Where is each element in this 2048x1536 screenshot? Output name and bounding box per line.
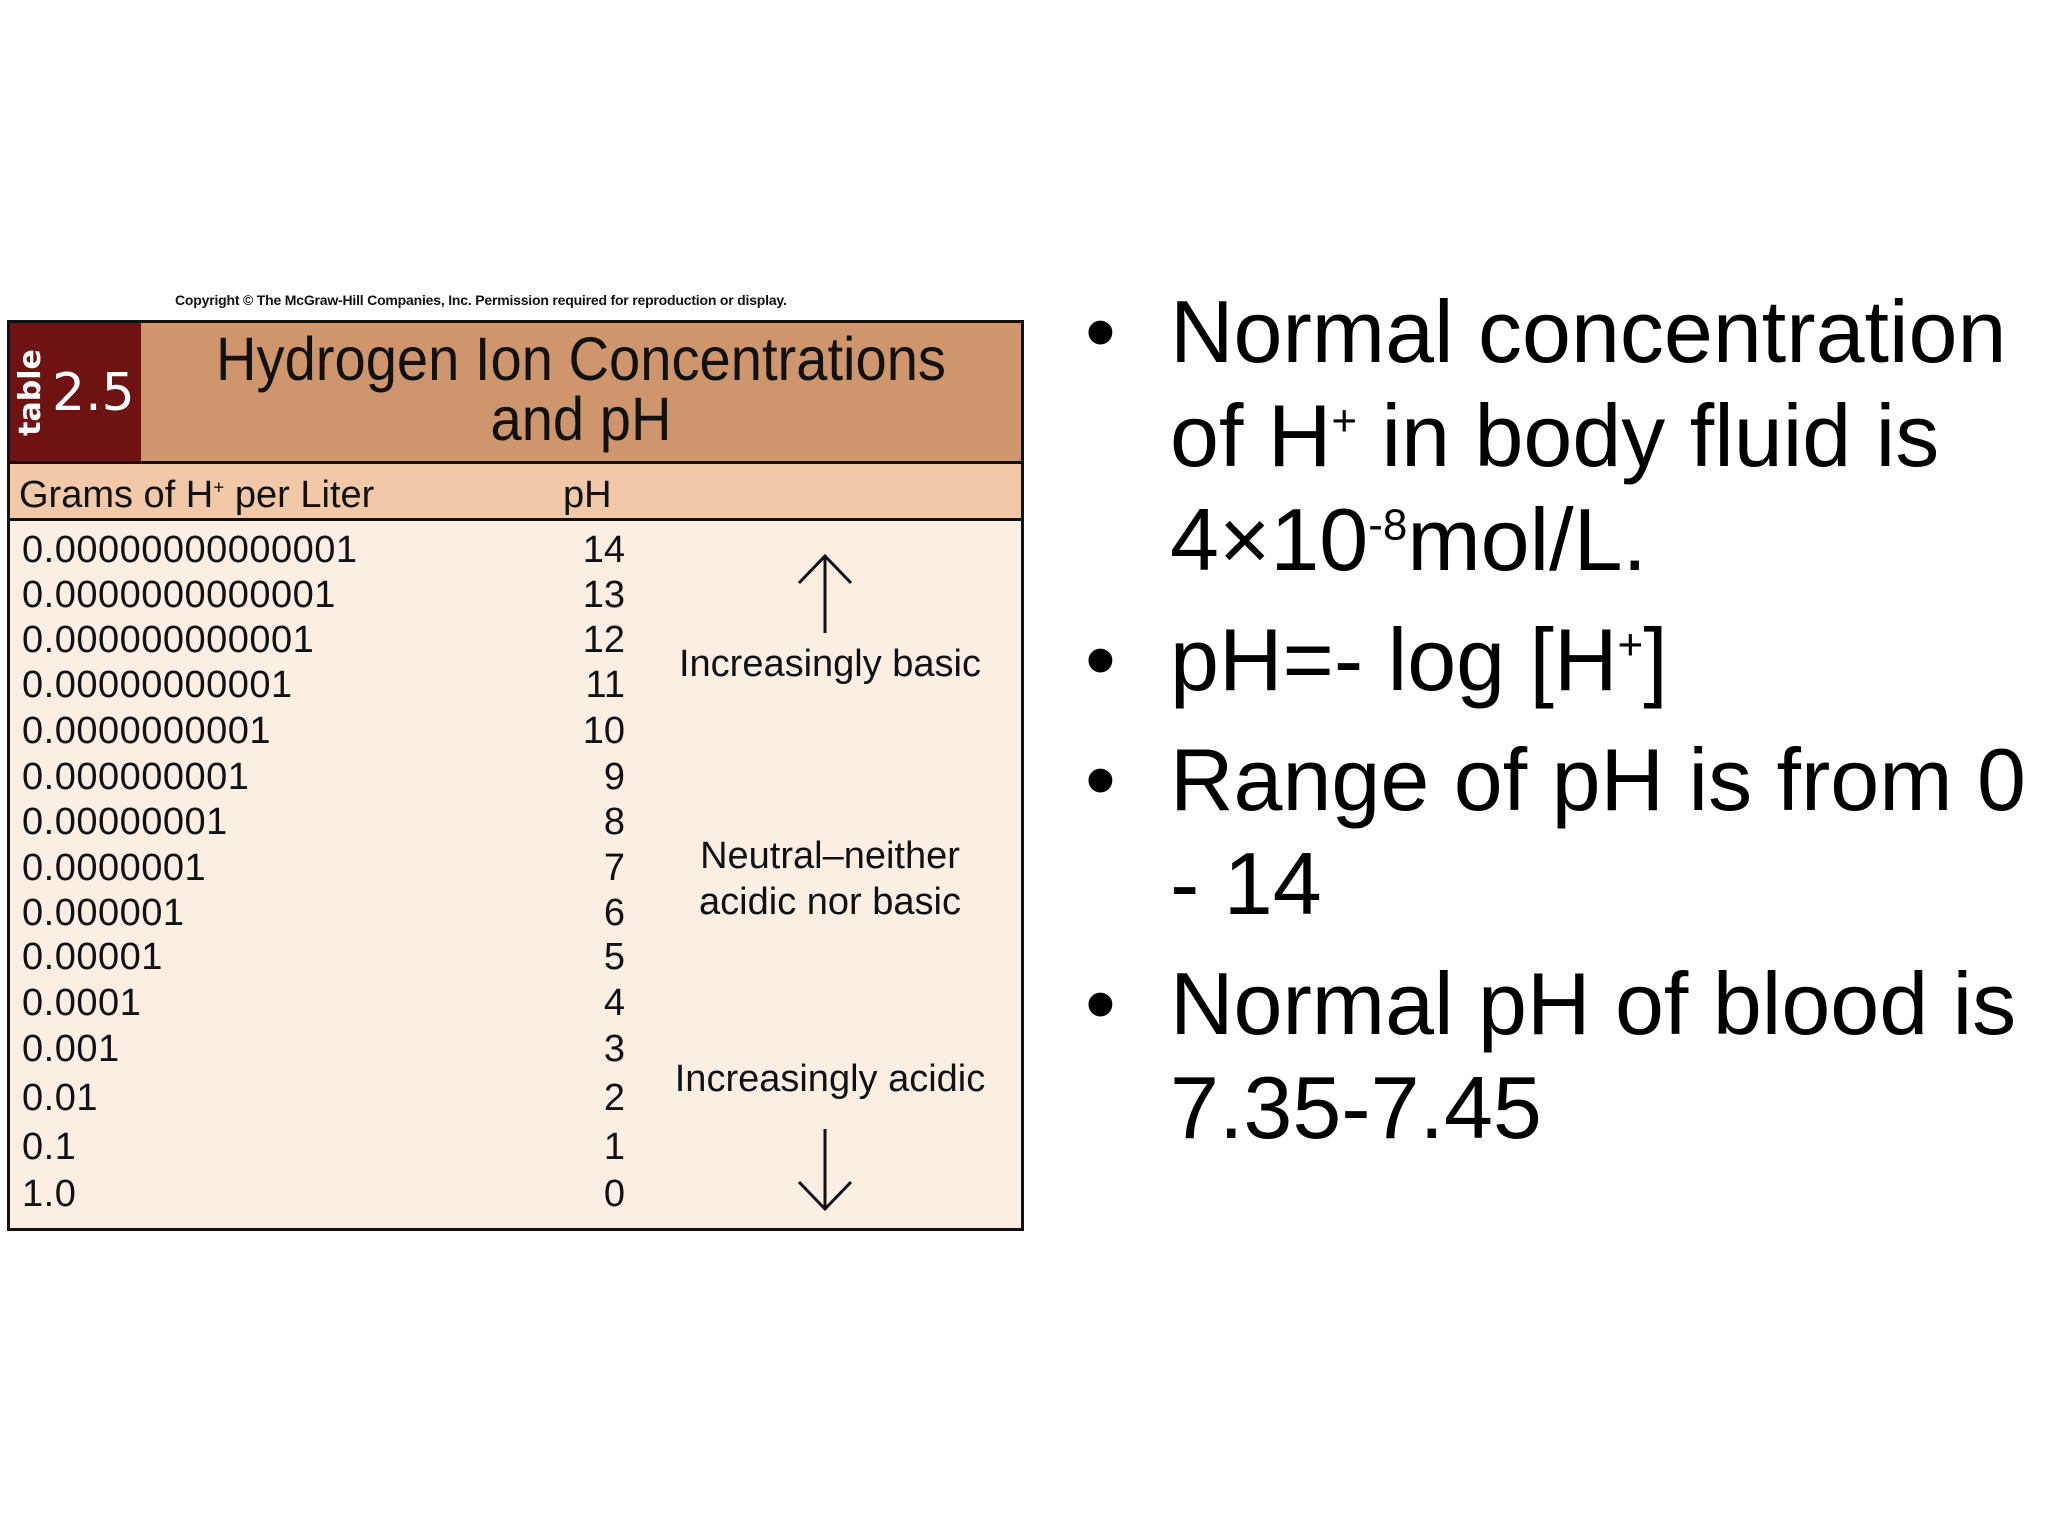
ph-cell: 14 <box>582 529 625 571</box>
table-row: 0.01 2 <box>10 1077 1021 1122</box>
ph-cell: 2 <box>603 1077 625 1119</box>
grams-cell: 0.00001 <box>22 936 163 978</box>
table-row: 1.0 0 <box>10 1173 1021 1218</box>
ph-table: table 2.5 Hydrogen Ion Concentrations an… <box>7 320 1024 1231</box>
column-header-grams: Grams of H+ per Liter <box>19 474 375 516</box>
table-row: 0.001 3 <box>10 1028 1021 1073</box>
bullet-marker: • <box>1085 730 1116 829</box>
table-row: 0.0001 4 <box>10 982 1021 1027</box>
grams-cell: 0.0001 <box>22 982 142 1024</box>
table-title-line1: Hydrogen Ion Concentrations <box>215 325 946 393</box>
grams-cell: 0.01 <box>22 1077 98 1119</box>
note-increasingly-basic: Increasingly basic <box>678 643 982 685</box>
table-row: 0.1 1 <box>10 1126 1021 1171</box>
table-row: 0.000000001 9 <box>10 756 1021 801</box>
grams-cell: 0.000001 <box>22 892 185 934</box>
grams-cell: 0.000000001 <box>22 756 250 798</box>
ph-cell: 13 <box>582 574 625 616</box>
table-header: table 2.5 Hydrogen Ion Concentrations an… <box>10 323 1021 464</box>
table-row: 0.0000000000001 13 <box>10 574 1021 619</box>
bullet-list: • Normal concentration of H+ in body flu… <box>1085 280 2045 1176</box>
table-row: 0.0000000001 10 <box>10 710 1021 755</box>
grams-cell: 0.00000000001 <box>22 664 293 706</box>
grams-cell: 0.000000000001 <box>22 619 315 661</box>
bullet-ph-range: • Range of pH is from 0 - 14 <box>1085 730 2026 933</box>
grams-cell: 0.0000000000001 <box>22 574 336 616</box>
bullet-marker: • <box>1085 610 1116 709</box>
table-number: 2.5 <box>52 363 135 423</box>
bullet-blood-ph: • Normal pH of blood is 7.35-7.45 <box>1085 954 2017 1157</box>
grams-cell: 0.0000000001 <box>22 710 272 752</box>
ph-cell: 10 <box>582 710 625 752</box>
grams-cell: 0.00000000000001 <box>22 529 358 571</box>
ph-cell: 12 <box>582 619 625 661</box>
table-title-line2: and pH <box>490 385 672 453</box>
ph-cell: 6 <box>603 892 625 934</box>
ph-cell: 9 <box>603 756 625 798</box>
note-increasingly-acidic: Increasingly acidic <box>674 1058 986 1100</box>
ph-cell: 1 <box>603 1126 625 1168</box>
bullet-marker: • <box>1085 282 1116 381</box>
table-row: 0.000001 6 <box>10 892 1021 937</box>
arrow-down-icon <box>797 1129 853 1212</box>
arrow-up-icon <box>797 553 853 633</box>
ph-cell: 7 <box>603 847 625 889</box>
bullet-ph-formula: • pH=- log [H+] <box>1085 608 2045 712</box>
ph-cell: 0 <box>603 1173 625 1215</box>
table-badge-word: table <box>12 348 48 436</box>
grams-cell: 0.00000001 <box>22 801 228 843</box>
table-row: 0.00000000000001 14 <box>10 529 1021 574</box>
ph-cell: 11 <box>585 664 625 706</box>
ph-cell: 3 <box>603 1028 625 1070</box>
note-neutral: Neutral–neither acidic nor basic <box>699 835 961 923</box>
ph-cell: 4 <box>603 982 625 1024</box>
column-header-ph: pH <box>563 474 612 516</box>
table-row: 0.000000000001 12 <box>10 619 1021 664</box>
grams-cell: 0.001 <box>22 1028 120 1070</box>
table-row: 0.00001 5 <box>10 936 1021 981</box>
column-headers: Grams of H+ per Liter pH <box>10 464 1021 521</box>
grams-cell: 0.1 <box>22 1126 77 1168</box>
table-row: 0.0000001 7 <box>10 847 1021 892</box>
table-row: 0.00000000001 11 <box>10 664 1021 709</box>
bullet-h-concentration: • Normal concentration of H+ in body flu… <box>1085 282 2007 589</box>
bullet-marker: • <box>1085 954 1116 1053</box>
copyright-notice: Copyright © The McGraw-Hill Companies, I… <box>175 292 787 308</box>
grams-cell: 0.0000001 <box>22 847 207 889</box>
table-row: 0.00000001 8 <box>10 801 1021 846</box>
ph-cell: 8 <box>603 801 625 843</box>
grams-cell: 1.0 <box>22 1173 77 1215</box>
table-badge: table 2.5 <box>10 323 141 461</box>
table-body: 0.00000000000001 14 0.0000000000001 13 0.0… <box>10 521 1021 1228</box>
ph-cell: 5 <box>603 936 625 978</box>
table-title: Hydrogen Ion Concentrations and pH <box>176 325 986 453</box>
